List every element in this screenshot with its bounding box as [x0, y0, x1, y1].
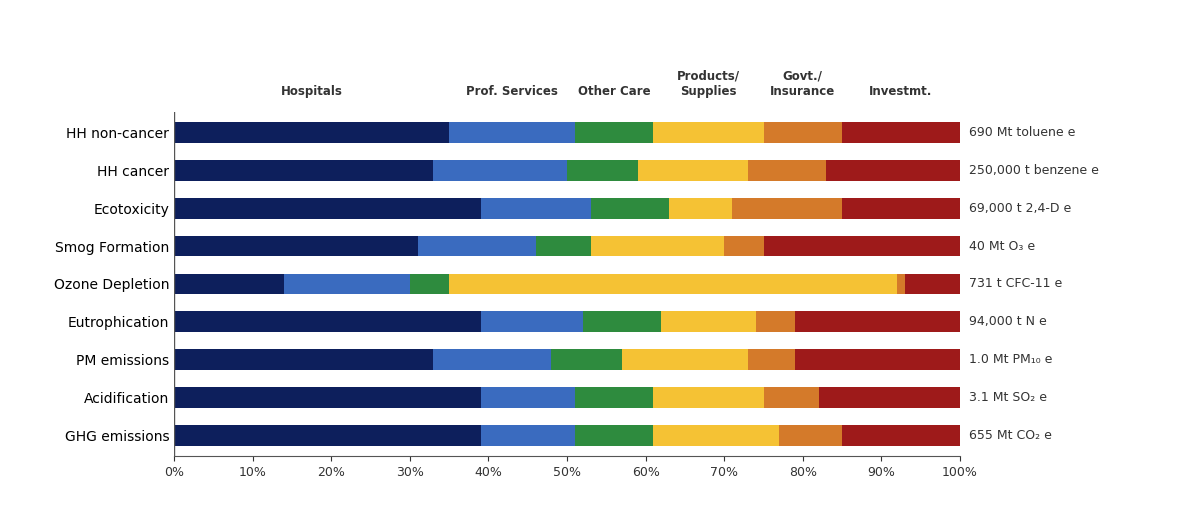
Bar: [725, 236, 763, 257]
Bar: [827, 160, 960, 180]
Bar: [480, 198, 590, 219]
Bar: [174, 311, 480, 332]
Text: Other Care: Other Care: [578, 85, 650, 98]
Bar: [535, 236, 590, 257]
Bar: [670, 198, 732, 219]
Bar: [174, 425, 480, 446]
Bar: [654, 425, 779, 446]
Bar: [174, 387, 480, 408]
Bar: [763, 387, 818, 408]
Bar: [732, 198, 842, 219]
Bar: [842, 425, 960, 446]
Text: Investmt.: Investmt.: [869, 85, 932, 98]
Bar: [480, 425, 575, 446]
Bar: [174, 122, 449, 143]
Bar: [433, 349, 551, 370]
Bar: [480, 387, 575, 408]
Bar: [763, 236, 960, 257]
Text: 3.1 Mt SO₂ e: 3.1 Mt SO₂ e: [970, 391, 1048, 404]
Bar: [898, 273, 905, 295]
Text: Govt./
Insurance: Govt./ Insurance: [770, 70, 835, 98]
Bar: [905, 273, 960, 295]
Bar: [568, 160, 637, 180]
Bar: [654, 122, 763, 143]
Bar: [842, 122, 960, 143]
Text: Prof. Services: Prof. Services: [466, 85, 558, 98]
Text: 94,000 t N e: 94,000 t N e: [970, 315, 1048, 329]
Text: 1.0 Mt PM₁₀ e: 1.0 Mt PM₁₀ e: [970, 353, 1052, 366]
Bar: [748, 349, 794, 370]
Text: Products/
Supplies: Products/ Supplies: [677, 70, 740, 98]
Bar: [794, 311, 960, 332]
Bar: [842, 198, 960, 219]
Bar: [818, 387, 960, 408]
Bar: [433, 160, 568, 180]
Bar: [174, 160, 433, 180]
Bar: [449, 273, 898, 295]
Bar: [480, 311, 583, 332]
Text: 690 Mt toluene e: 690 Mt toluene e: [970, 126, 1076, 139]
Bar: [418, 236, 535, 257]
Bar: [654, 387, 763, 408]
Text: 69,000 t 2,4-D e: 69,000 t 2,4-D e: [970, 202, 1072, 214]
Bar: [551, 349, 622, 370]
Bar: [284, 273, 410, 295]
Bar: [174, 349, 433, 370]
Bar: [794, 349, 960, 370]
Bar: [637, 160, 748, 180]
Bar: [449, 122, 575, 143]
Bar: [174, 273, 284, 295]
Bar: [410, 273, 449, 295]
Bar: [590, 236, 725, 257]
Bar: [590, 198, 670, 219]
Bar: [575, 425, 654, 446]
Bar: [779, 425, 842, 446]
Bar: [748, 160, 827, 180]
Bar: [174, 236, 418, 257]
Text: 40 Mt O₃ e: 40 Mt O₃ e: [970, 239, 1036, 252]
Bar: [575, 387, 654, 408]
Bar: [575, 122, 654, 143]
Text: 250,000 t benzene e: 250,000 t benzene e: [970, 164, 1099, 177]
Bar: [756, 311, 794, 332]
Bar: [583, 311, 661, 332]
Bar: [661, 311, 756, 332]
Text: 731 t CFC-11 e: 731 t CFC-11 e: [970, 277, 1063, 291]
Text: Hospitals: Hospitals: [281, 85, 342, 98]
Bar: [622, 349, 748, 370]
Bar: [174, 198, 480, 219]
Text: 655 Mt CO₂ e: 655 Mt CO₂ e: [970, 429, 1052, 442]
Bar: [763, 122, 842, 143]
